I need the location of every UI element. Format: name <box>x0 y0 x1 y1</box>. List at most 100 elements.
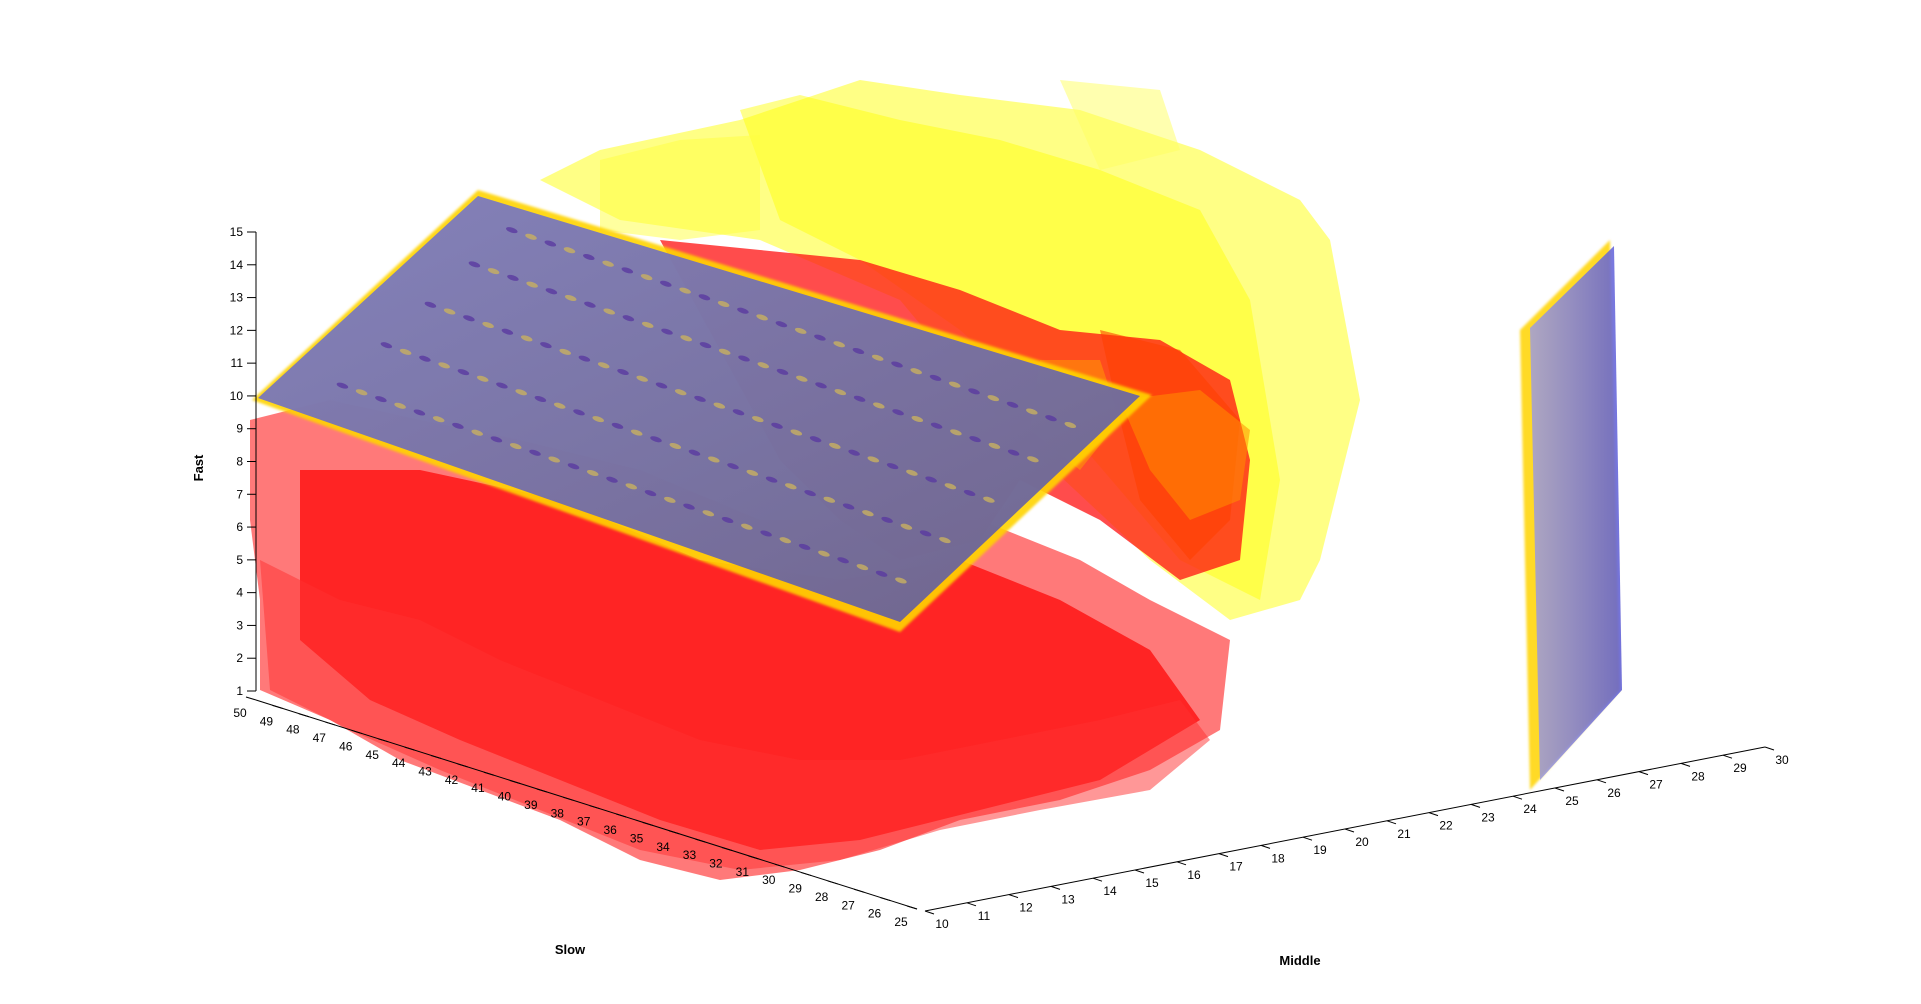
slice-plane-dashes <box>336 227 1077 584</box>
x-tick-label: 10 <box>935 917 949 931</box>
y-tick <box>721 847 733 851</box>
x-axis-label: Middle <box>1279 953 1320 968</box>
plane-dash <box>757 362 770 369</box>
plane-dash <box>776 368 789 375</box>
y-tick-label: 40 <box>498 790 512 804</box>
plane-dash <box>471 429 483 436</box>
z-axis-label: Fast <box>191 454 206 481</box>
plane-dash <box>443 308 456 315</box>
plane-dash <box>963 489 976 497</box>
plane-dash <box>867 456 880 463</box>
plane-dash <box>509 443 522 450</box>
plane-dash <box>564 294 577 302</box>
x-tick <box>1512 795 1523 800</box>
plane-dash <box>930 422 943 429</box>
x-tick-label: 21 <box>1397 827 1411 841</box>
y-tick <box>748 855 759 860</box>
plane-dash <box>746 469 759 476</box>
y-tick <box>404 746 415 751</box>
y-tick <box>695 838 706 843</box>
plane-dash <box>661 328 673 335</box>
x-tick <box>1554 787 1565 792</box>
plane-dash <box>606 476 618 483</box>
z-tick-label: 7 <box>236 487 243 501</box>
plane-dash <box>698 294 711 301</box>
y-tick <box>351 729 362 734</box>
plane-dash <box>1006 401 1019 408</box>
plane-dash <box>891 361 903 368</box>
plane-dash <box>526 281 538 288</box>
z-tick-label: 15 <box>230 225 244 239</box>
plane-dash <box>399 348 412 355</box>
plane-dash <box>708 456 720 463</box>
x-tick <box>1764 746 1775 751</box>
plane-dash <box>900 523 913 530</box>
plane-dash <box>741 523 753 530</box>
plane-dash <box>534 395 547 403</box>
plane-dash <box>559 348 571 355</box>
plane-dash <box>944 483 957 490</box>
plane-dash <box>688 449 701 456</box>
plane-dash <box>702 510 715 517</box>
y-tick-label: 49 <box>260 714 274 728</box>
z-tick-label: 13 <box>230 291 244 305</box>
plane-dash <box>553 402 566 409</box>
plane-dash <box>674 389 687 396</box>
x-tick <box>1218 853 1229 858</box>
x-tick-label: 11 <box>978 909 991 923</box>
y-tick <box>298 713 310 718</box>
plane-dash <box>545 288 558 295</box>
plane-dash <box>765 476 778 483</box>
plane-dash <box>525 233 537 240</box>
plane-dash <box>617 368 629 376</box>
plane-dash <box>852 347 865 355</box>
x-tick <box>1092 877 1103 882</box>
x-tick <box>1050 885 1061 890</box>
x-tick-label: 14 <box>1103 884 1117 898</box>
z-tick-label: 10 <box>230 389 244 403</box>
plane-dash <box>602 260 614 267</box>
plane-dash <box>641 321 654 328</box>
z-tick-label: 12 <box>230 323 244 337</box>
plane-dash <box>413 409 426 416</box>
y-tick-label: 35 <box>630 831 644 845</box>
plane-dash <box>644 490 657 497</box>
plane-dash <box>625 483 638 490</box>
y-tick <box>906 905 918 910</box>
x-tick-label: 29 <box>1733 761 1747 775</box>
plane-dash <box>622 315 635 322</box>
plane-dash <box>919 530 932 537</box>
plane-dash <box>834 389 847 396</box>
plane-dash <box>925 476 937 483</box>
x-tick-label: 28 <box>1691 769 1705 783</box>
y-tick-label: 41 <box>471 781 485 795</box>
z-tick-label: 5 <box>236 553 243 567</box>
y-tick-label: 28 <box>815 890 829 904</box>
x-tick <box>1134 869 1145 874</box>
plane-dash <box>1064 421 1077 429</box>
x-tick-label: 17 <box>1229 860 1243 874</box>
slice-plane-right <box>1520 240 1622 790</box>
plane-dash <box>468 261 481 268</box>
y-tick <box>430 755 442 759</box>
plane-dash <box>775 321 788 328</box>
y-tick-label: 34 <box>656 840 670 854</box>
y-tick <box>272 704 283 709</box>
y-tick-label: 45 <box>366 748 380 762</box>
plane-dash <box>752 416 764 423</box>
y-tick <box>616 813 627 818</box>
plane-dash <box>584 301 596 308</box>
plane-dash <box>760 530 772 537</box>
plane-dash <box>717 300 730 308</box>
x-tick-label: 27 <box>1649 778 1663 792</box>
plane-dash <box>501 328 514 335</box>
plane-dash <box>718 348 731 355</box>
plane-dash <box>694 395 706 402</box>
plane-dash <box>496 382 508 389</box>
plane-dash <box>910 368 922 375</box>
plane-dash <box>856 564 869 571</box>
y-tick <box>642 821 653 826</box>
plane-dash <box>640 274 653 281</box>
y-tick-label: 42 <box>445 773 459 787</box>
plane-dash <box>823 496 836 503</box>
